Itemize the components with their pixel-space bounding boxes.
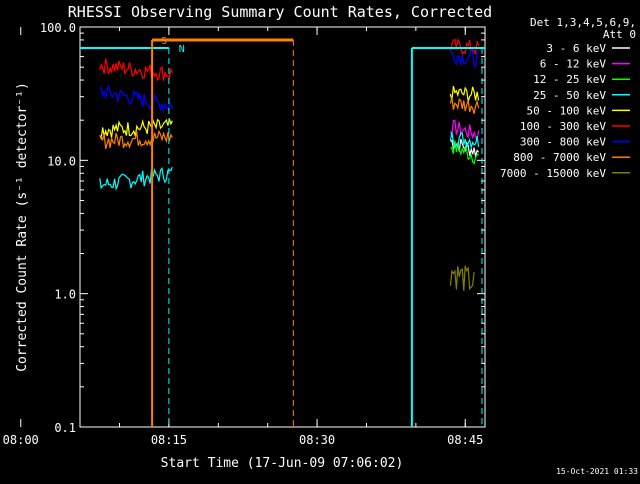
series-trace [99, 166, 173, 191]
plot-frame [79, 26, 486, 428]
series-line [99, 85, 480, 141]
series-trace [449, 38, 480, 56]
series-trace [449, 97, 480, 114]
series-line [99, 38, 480, 82]
x-tick-label: 08:15 [151, 433, 187, 447]
series-line [450, 140, 479, 165]
series-line [99, 97, 480, 150]
legend-entry-label: 3 - 6 keV [546, 42, 606, 55]
x-axis-label: Start Time (17-Jun-09 07:06:02) [161, 456, 404, 471]
legend-entry-label: 12 - 25 keV [533, 73, 606, 86]
series-line [449, 119, 480, 143]
legend-entry-label: 6 - 12 keV [540, 58, 607, 71]
legend: Det 1,3,4,5,6,9,Att 03 - 6 keV 6 - 12 keV… [500, 16, 636, 180]
markers: SN [80, 36, 485, 427]
series-trace [99, 118, 173, 141]
legend-entry-label: 50 - 100 keV [527, 104, 607, 117]
y-tick-label: 100.0 [40, 21, 76, 35]
y-axis-label: Corrected Count Rate (s⁻¹ detector⁻¹) [15, 82, 30, 372]
y-axis: 0.1 1.0 10.0 100.0 [40, 21, 485, 435]
series-trace [99, 84, 173, 113]
night-marker-label: N [179, 44, 185, 55]
series-trace [99, 58, 173, 82]
legend-entry-label: 25 - 50 keV [533, 89, 606, 102]
chart-title: RHESSI Observing Summary Count Rates, Co… [68, 3, 492, 21]
legend-header: Det 1,3,4,5,6,9, [530, 16, 636, 29]
footer-timestamp: 15-Oct-2021 01:33 [556, 467, 638, 476]
y-tick-label: 10.0 [47, 154, 76, 168]
y-tick-label: 1.0 [54, 288, 76, 302]
series-trace [449, 85, 480, 102]
legend-header: Att 0 [603, 28, 636, 41]
series-trace [449, 131, 480, 150]
series-trace [449, 119, 480, 143]
series-trace [449, 265, 475, 291]
series-line [99, 131, 480, 191]
y-tick-label: 0.1 [54, 421, 76, 435]
legend-entry-label: 7000 - 15000 keV [500, 167, 606, 180]
x-tick-label: 08:30 [299, 433, 335, 447]
legend-entry-label: 800 - 7000 keV [513, 151, 606, 164]
series-line [449, 265, 475, 291]
x-tick-label: 08:45 [447, 433, 483, 447]
series-lines [99, 38, 480, 291]
series-trace [450, 140, 479, 165]
legend-entry-label: 100 - 300 keV [520, 120, 606, 133]
series-trace [99, 129, 173, 150]
x-tick-label: 08:00 [3, 433, 39, 447]
legend-entry-label: 300 - 800 keV [520, 136, 606, 149]
series-trace [450, 49, 480, 69]
series-line [99, 49, 480, 113]
saa-marker-label: S [161, 36, 167, 47]
